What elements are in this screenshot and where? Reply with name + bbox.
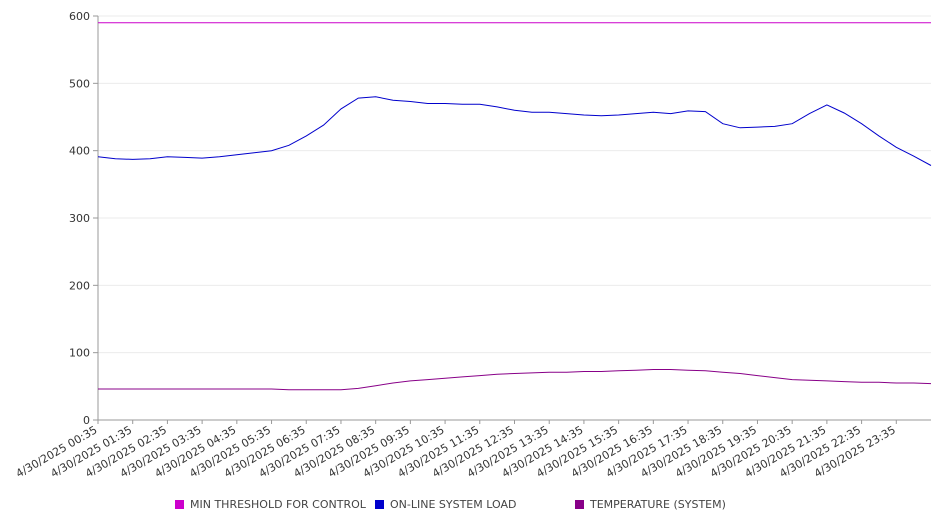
legend-label-min-threshold: MIN THRESHOLD FOR CONTROL bbox=[190, 498, 366, 511]
legend-item-system-load[interactable]: ON-LINE SYSTEM LOAD bbox=[375, 498, 516, 511]
y-tick-label-100: 100 bbox=[69, 347, 90, 360]
legend-swatch-min-threshold bbox=[175, 500, 184, 509]
legend-swatch-temperature bbox=[575, 500, 584, 509]
series-line-2 bbox=[98, 369, 932, 391]
y-tick-label-500: 500 bbox=[69, 77, 90, 90]
y-tick-label-400: 400 bbox=[69, 145, 90, 158]
y-tick-labels: 0 100 200 300 400 500 600 bbox=[69, 10, 90, 427]
gridlines bbox=[98, 15, 931, 354]
chart-legend: MIN THRESHOLD FOR CONTROL ON-LINE SYSTEM… bbox=[0, 498, 946, 518]
legend-swatch-system-load bbox=[375, 500, 384, 509]
y-tick-label-300: 300 bbox=[69, 212, 90, 225]
legend-item-temperature[interactable]: TEMPERATURE (SYSTEM) bbox=[575, 498, 726, 511]
x-tick-labels: 4/30/2025 00:354/30/2025 01:354/30/2025 … bbox=[14, 423, 898, 480]
axes bbox=[93, 15, 931, 424]
legend-item-min-threshold[interactable]: MIN THRESHOLD FOR CONTROL bbox=[175, 498, 366, 511]
legend-label-temperature: TEMPERATURE (SYSTEM) bbox=[590, 498, 726, 511]
legend-label-system-load: ON-LINE SYSTEM LOAD bbox=[390, 498, 517, 511]
y-tick-label-200: 200 bbox=[69, 279, 90, 292]
series-lines bbox=[97, 22, 932, 391]
y-tick-label-600: 600 bbox=[69, 10, 90, 23]
y-tick-label-0: 0 bbox=[83, 414, 90, 427]
series-line-1 bbox=[97, 96, 932, 166]
